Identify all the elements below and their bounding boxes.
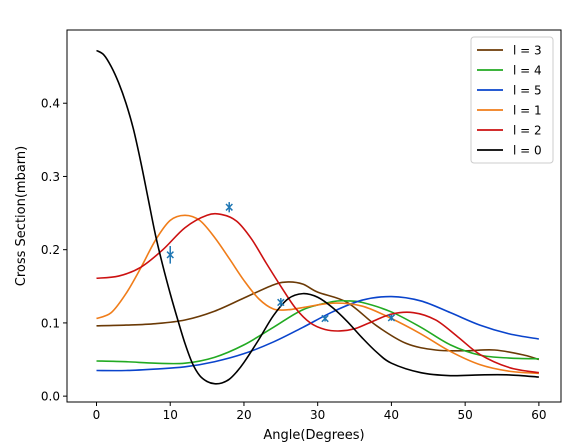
y-axis-ticks: 0.0 0.1 0.2 0.3 0.4 [41,97,67,404]
x-marker [225,203,233,211]
legend-entry-l-3: l = 3 [477,44,542,58]
series-line-l-0 [96,49,539,385]
y-tick-label: 0.1 [41,316,60,330]
x-tick-label: 0 [93,408,101,422]
x-tick-label: 30 [310,408,325,422]
legend-label: l = 0 [513,144,542,158]
data-points [166,202,396,323]
legend-label: l = 1 [513,104,542,118]
y-tick-label: 0.2 [41,243,60,257]
plot-frame [66,29,562,403]
y-axis-label: Cross Section(mbarn) [14,146,29,286]
x-axis-ticks: 0 10 20 30 40 50 60 [93,402,547,422]
series-line-l-3 [96,281,540,361]
y-tick-label: 0.3 [41,170,60,184]
x-tick-label: 20 [236,408,251,422]
x-axis-label: Angle(Degrees) [263,428,364,443]
legend-entry-l-4: l = 4 [477,64,542,78]
x-tick-label: 60 [531,408,546,422]
legend-label: l = 3 [513,44,542,58]
data-point [225,202,233,213]
legend-box [470,36,554,164]
x-marker [387,314,396,322]
data-point [277,298,285,307]
data-point [321,314,329,323]
y-tick-label: 0.4 [41,97,60,111]
y-tick-label: 0.0 [41,390,60,404]
legend-label: l = 5 [513,84,542,98]
legend-label: l = 2 [513,124,542,138]
legend-label: l = 4 [513,64,542,78]
series-line-l-2 [96,212,540,374]
series-line-l-4 [96,299,539,365]
x-tick-label: 10 [163,408,178,422]
series-line-l-1 [96,214,539,375]
x-marker [321,314,329,323]
legend: l = 3 l = 4 l = 5 l = 1 l = 2 l = 0 [470,36,554,164]
legend-entry-l-2: l = 2 [477,124,542,138]
x-marker [166,251,174,259]
x-tick-label: 40 [384,408,399,422]
legend-entry-l-5: l = 5 [477,84,542,98]
data-point [387,314,396,322]
series-lines [96,49,540,385]
legend-entry-l-0: l = 0 [477,144,542,158]
x-tick-label: 50 [458,408,473,422]
data-point [166,246,174,264]
x-marker [277,298,285,307]
series-line-l-5 [96,295,540,372]
legend-entry-l-1: l = 1 [477,104,542,118]
